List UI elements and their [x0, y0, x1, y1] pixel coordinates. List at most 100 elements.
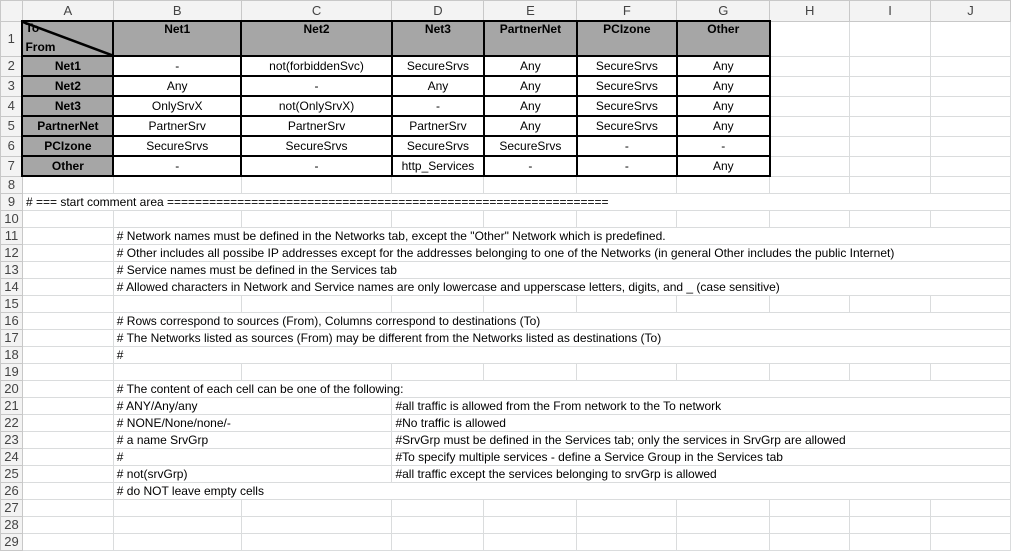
column-header-e[interactable]: E	[483, 0, 578, 22]
row-header[interactable]: 14	[0, 278, 23, 296]
empty-cell[interactable]	[769, 75, 851, 97]
empty-cell[interactable]	[769, 210, 851, 228]
empty-cell[interactable]	[849, 175, 932, 194]
empty-cell[interactable]	[930, 135, 1011, 157]
empty-cell[interactable]	[576, 516, 678, 534]
matrix-cell[interactable]: -	[112, 55, 243, 77]
column-header-j[interactable]: J	[930, 0, 1011, 22]
empty-cell[interactable]	[849, 135, 932, 157]
empty-cell[interactable]	[483, 210, 578, 228]
empty-cell[interactable]	[849, 499, 932, 517]
comment-cell[interactable]: #all traffic except the services belongi…	[391, 465, 1011, 483]
row-header[interactable]: 4	[0, 95, 23, 117]
row-header[interactable]: 8	[0, 175, 23, 194]
comment-cell[interactable]: # NONE/None/none/-	[112, 414, 393, 432]
empty-cell[interactable]	[240, 363, 393, 381]
empty-cell[interactable]	[849, 210, 932, 228]
matrix-cell[interactable]: Any	[675, 115, 771, 137]
row-header[interactable]: 21	[0, 397, 23, 415]
column-header-c[interactable]: C	[240, 0, 393, 22]
empty-cell[interactable]	[112, 533, 242, 551]
empty-cell[interactable]	[849, 115, 932, 137]
source-header[interactable]: Net1	[21, 55, 115, 77]
empty-cell[interactable]	[676, 533, 771, 551]
column-header-b[interactable]: B	[112, 0, 242, 22]
empty-cell[interactable]	[483, 295, 578, 313]
comment-cell[interactable]: # a name SrvGrp	[112, 431, 393, 449]
row-header[interactable]: 22	[0, 414, 23, 432]
empty-cell[interactable]	[21, 244, 114, 262]
empty-cell[interactable]	[240, 210, 393, 228]
matrix-cell[interactable]: -	[112, 155, 243, 177]
row-header[interactable]: 7	[0, 155, 23, 177]
row-header[interactable]: 10	[0, 210, 23, 228]
empty-cell[interactable]	[391, 295, 485, 313]
column-header-a[interactable]: A	[21, 0, 114, 22]
comment-cell[interactable]: # Service names must be defined in the S…	[112, 261, 1011, 279]
comment-cell[interactable]: # The Networks listed as sources (From) …	[112, 329, 1011, 347]
empty-cell[interactable]	[240, 295, 393, 313]
column-header-i[interactable]: I	[849, 0, 932, 22]
row-header[interactable]: 27	[0, 499, 23, 517]
row-header[interactable]: 11	[0, 227, 23, 245]
empty-cell[interactable]	[112, 516, 242, 534]
empty-cell[interactable]	[576, 363, 678, 381]
matrix-cell[interactable]: PartnerSrv	[240, 115, 393, 137]
empty-cell[interactable]	[112, 499, 242, 517]
empty-cell[interactable]	[391, 210, 485, 228]
empty-cell[interactable]	[21, 227, 114, 245]
row-header[interactable]: 15	[0, 295, 23, 313]
empty-cell[interactable]	[21, 175, 114, 194]
matrix-cell[interactable]: PartnerSrv	[390, 115, 485, 137]
empty-cell[interactable]	[849, 75, 932, 97]
empty-cell[interactable]	[676, 210, 771, 228]
matrix-cell[interactable]: SecureSrvs	[575, 75, 678, 97]
row-header[interactable]: 12	[0, 244, 23, 262]
empty-cell[interactable]	[21, 210, 114, 228]
row-header[interactable]: 26	[0, 482, 23, 500]
row-header[interactable]: 13	[0, 261, 23, 279]
empty-cell[interactable]	[769, 20, 851, 57]
column-header-h[interactable]: H	[769, 0, 851, 22]
empty-cell[interactable]	[849, 55, 932, 77]
empty-cell[interactable]	[930, 210, 1011, 228]
empty-cell[interactable]	[483, 533, 578, 551]
empty-cell[interactable]	[240, 499, 393, 517]
matrix-cell[interactable]: -	[390, 95, 485, 117]
empty-cell[interactable]	[240, 175, 393, 194]
empty-cell[interactable]	[483, 499, 578, 517]
matrix-corner-cell[interactable]: To From	[21, 20, 115, 57]
empty-cell[interactable]	[21, 363, 114, 381]
comment-cell[interactable]: # Rows correspond to sources (From), Col…	[112, 312, 1011, 330]
matrix-cell[interactable]: -	[675, 135, 771, 157]
empty-cell[interactable]	[930, 175, 1011, 194]
comment-cell[interactable]: #To specify multiple services - define a…	[391, 448, 1011, 466]
empty-cell[interactable]	[240, 516, 393, 534]
empty-cell[interactable]	[576, 175, 678, 194]
matrix-cell[interactable]: Any	[482, 115, 578, 137]
empty-cell[interactable]	[21, 448, 114, 466]
column-header-d[interactable]: D	[391, 0, 485, 22]
empty-cell[interactable]	[769, 499, 851, 517]
row-header[interactable]: 16	[0, 312, 23, 330]
empty-cell[interactable]	[483, 175, 578, 194]
comment-cell[interactable]: # Allowed characters in Network and Serv…	[112, 278, 1011, 296]
empty-cell[interactable]	[112, 210, 242, 228]
empty-cell[interactable]	[849, 295, 932, 313]
empty-cell[interactable]	[849, 533, 932, 551]
empty-cell[interactable]	[769, 516, 851, 534]
row-header[interactable]: 3	[0, 75, 23, 97]
empty-cell[interactable]	[849, 363, 932, 381]
row-header[interactable]: 1	[0, 20, 23, 57]
empty-cell[interactable]	[112, 175, 242, 194]
empty-cell[interactable]	[576, 210, 678, 228]
empty-cell[interactable]	[391, 175, 485, 194]
empty-cell[interactable]	[112, 295, 242, 313]
row-header[interactable]: 9	[0, 193, 23, 211]
comment-cell[interactable]: # Other includes all possibe IP addresse…	[112, 244, 1011, 262]
empty-cell[interactable]	[930, 20, 1011, 57]
matrix-cell[interactable]: Any	[390, 75, 485, 97]
empty-cell[interactable]	[391, 533, 485, 551]
source-header[interactable]: Net3	[21, 95, 115, 117]
empty-cell[interactable]	[676, 295, 771, 313]
